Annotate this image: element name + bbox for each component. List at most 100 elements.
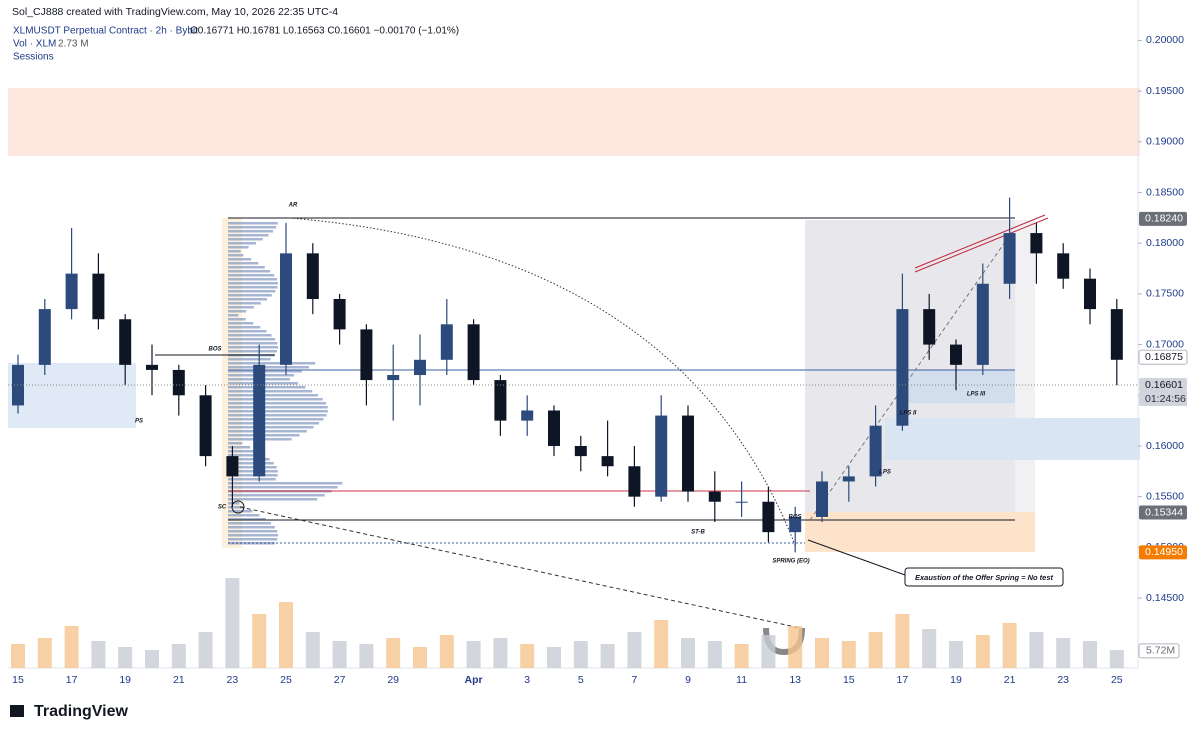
profile-bar [228,350,278,353]
candle-body [1110,309,1123,360]
volume-bar [413,647,427,668]
profile-bar [228,462,274,465]
profile-bar [228,386,306,389]
volume-bar [600,644,615,668]
profile-bar [228,474,278,477]
callout-box [904,567,1064,587]
candle-body [226,456,239,477]
x-tick-label: 19 [119,674,131,686]
profile-bar [228,266,265,269]
profile-bar [228,458,270,461]
volume-bar [252,614,267,668]
profile-bar [228,454,265,457]
legend-values: O0.16771 H0.16781 L0.16563 C0.16601 −0.0… [190,26,459,37]
brand: TradingView [34,703,129,720]
profile-bar [228,538,278,541]
candle-body [521,410,534,421]
x-tick-label: Apr [465,674,483,686]
profile-bar [228,406,328,409]
volume-bar [1029,632,1044,668]
demand-zone [885,418,1140,460]
profile-bar [228,418,324,421]
price-tag-label: 0.16601 [1145,379,1183,391]
price-tag [1139,545,1187,560]
candle-body [735,501,748,503]
profile-bar [228,254,244,257]
profile-bar [228,534,278,537]
candle-body [414,359,426,376]
candle-body [655,415,668,497]
profile-bar [228,394,319,397]
volume-bar [949,641,963,668]
profile-bar [228,302,261,305]
profile-bar [228,282,278,285]
profile-bar [228,346,278,349]
profile-bar [228,290,276,293]
price-tag [1139,505,1187,520]
volume-value: 2.73 M [58,39,89,50]
candle-body [146,364,158,370]
volume-bar [332,641,347,668]
profile-bar [228,314,239,317]
annotation: BOS [208,347,221,353]
candle-body [92,273,105,320]
x-tick-label: 3 [524,674,530,686]
y-tick-label: 0.18000 [1146,237,1184,249]
volume-bar [466,641,481,668]
volume-bar [868,632,883,668]
candle-body [574,445,587,457]
profile-bar [228,242,256,245]
profile-bar [228,274,275,277]
y-tick-label: 0.15500 [1146,490,1184,502]
profile-bar [228,250,241,253]
volume-tag-label: 5.72M [1146,645,1175,657]
chart-title: XLMUSDT Perpetual Contract · 2h · Bybit [13,26,198,37]
annotation: LPS II [900,411,917,417]
annotation: SPRING (EO) [772,559,809,565]
annotation: ST-B [691,530,705,536]
profile-bar [228,526,275,529]
volume-bar [305,632,320,668]
volume-bar [627,632,642,668]
profile-bar [228,306,254,309]
profile-bar [228,510,253,513]
candle-body [38,309,51,365]
annotation: PS [135,419,143,425]
profile-bar [228,234,269,237]
annotation: AR [288,203,298,209]
profile-bar [228,222,278,225]
profile-bar [228,310,247,313]
volume-bar [359,644,374,668]
volume-bar [573,641,588,668]
x-tick-label: 15 [843,674,855,686]
profile-bar [228,530,278,533]
candle-body [816,481,828,517]
trend-line [914,214,1046,269]
annotation: SC [218,505,227,511]
candle-body [628,466,641,497]
profile-bar [228,334,272,337]
volume-bar [707,641,722,668]
price-tag-label: 0.15344 [1145,506,1183,518]
y-tick-label: 0.19500 [1146,85,1184,97]
y-tick-label: 0.18500 [1146,186,1184,198]
countdown: 01:24:56 [1145,393,1186,405]
x-tick-label: 21 [1004,674,1016,686]
volume-bar [386,638,401,668]
profile-bar [228,442,243,445]
volume-bar [198,632,213,668]
price-tag [1139,211,1187,226]
profile-bar [228,450,258,453]
trend-line [914,217,1049,273]
candle-body [896,309,909,426]
volume-bar [922,629,937,668]
profile-bar [228,542,275,545]
candle-body [65,273,78,310]
profile-bar [228,486,338,489]
y-tick-label: 0.17500 [1146,288,1184,300]
profile-bar [228,238,263,241]
profile-bar [228,338,276,341]
volume-bar [841,641,856,668]
volume-bar [225,578,240,668]
candle-body [789,516,802,533]
